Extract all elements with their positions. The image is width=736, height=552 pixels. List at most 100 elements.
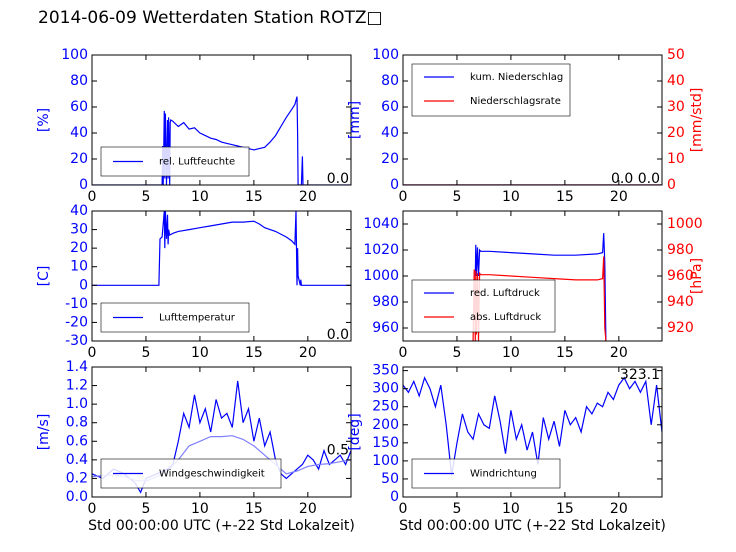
y-tick-label: 40	[70, 203, 88, 219]
plot-frame	[402, 54, 663, 186]
x-tick-label: 0	[88, 501, 97, 517]
x-tick-label: 20	[299, 501, 317, 517]
y-tick-label: 20	[70, 151, 88, 167]
y2-tick-label: 960	[667, 268, 694, 284]
y-tick-label: 0	[79, 277, 88, 293]
y-tick-label: 100	[372, 47, 399, 63]
legend-label: Windrichtung	[470, 469, 537, 480]
y-tick-label: 100	[372, 453, 399, 469]
chart-winddirection: 0 5 10 15 20050100150200250300350[deg]Windri…	[347, 363, 666, 534]
y-tick-label: 1000	[363, 268, 399, 284]
x-tick-label: 5	[141, 501, 150, 517]
chart-windspeed: 0 5 10 15 20 0.0 0.2 0.4 0.6 0.8 1.0 1.2 1.4 [m/s] Win…	[36, 359, 355, 534]
chart-pressure: 0 5 10 15 20 960 980 1000 1020 1040 920 940 960 980 10…	[363, 210, 705, 361]
y2-tick-label: 0	[667, 177, 676, 193]
x-tick-label: 10	[502, 345, 520, 361]
y-tick-label: -20	[65, 314, 88, 330]
plot-frame	[91, 210, 352, 342]
y-tick-label: -10	[65, 296, 88, 312]
y-tick-label: 980	[372, 294, 399, 310]
x-tick-label: 5	[452, 345, 461, 361]
y-tick-label: 80	[70, 73, 88, 89]
y-tick-label: 0.8	[66, 415, 88, 431]
y-tick-label: 1.0	[66, 396, 88, 412]
y-tick-label: 60	[70, 99, 88, 115]
y-tick-label: -30	[65, 333, 88, 349]
y2-tick-label: 920	[667, 320, 694, 336]
y2-tick-label: 30	[667, 99, 685, 115]
y-tick-label: 300	[372, 381, 399, 397]
x-tick-label: 20	[299, 345, 317, 361]
y-axis-label: [deg]	[347, 413, 363, 450]
chart-precipitation: 0 5 10 15 20 0 20 40 60 80 100 0 10 20 30 40 50 [mm/std] […	[347, 47, 705, 205]
y-tick-label: 960	[372, 320, 399, 336]
y-tick-label: 250	[372, 399, 399, 415]
y-tick-label: 200	[372, 417, 399, 433]
last-value-label: 323.1	[620, 367, 660, 383]
legend-label: abs. Luftdruck	[470, 312, 541, 323]
x-tick-label: 20	[610, 501, 628, 517]
y-tick-label: 60	[381, 99, 399, 115]
x-axis-label: Std 00:00:00 UTC (+-22 Std Lokalzeit)	[399, 518, 666, 534]
legend-label: red. Luftdruck	[470, 288, 540, 299]
legend-box	[411, 279, 556, 333]
y2-tick-label: 50	[667, 47, 685, 63]
y-tick-label: 80	[381, 73, 399, 89]
y-tick-label: 0.6	[66, 433, 88, 449]
y2-tick-label: 940	[667, 294, 694, 310]
last-value-label: 0.5	[327, 443, 349, 459]
x-tick-label: 20	[299, 189, 317, 205]
legend-label: Windgeschwindigkeit	[159, 469, 265, 480]
y-tick-label: 40	[381, 125, 399, 141]
y-axis-label: [C]	[36, 266, 52, 287]
y-tick-label: 350	[372, 363, 399, 379]
x-axis-label: Std 00:00:00 UTC (+-22 Std Lokalzeit)	[88, 518, 355, 534]
last-value-label: 0.0	[327, 327, 349, 343]
x-tick-label: 5	[141, 345, 150, 361]
x-tick-label: 20	[610, 345, 628, 361]
legend-box	[411, 63, 571, 117]
y-tick-label: 40	[70, 125, 88, 141]
y-tick-label: 1040	[363, 216, 399, 232]
x-tick-label: 0	[88, 189, 97, 205]
plot-frame	[91, 54, 352, 186]
y2-tick-label: 20	[667, 125, 685, 141]
y-tick-label: 1.4	[66, 359, 88, 375]
x-tick-label: 15	[245, 501, 263, 517]
x-tick-label: 0	[399, 501, 408, 517]
legend-label: Niederschlagsrate	[470, 96, 561, 107]
y-tick-label: 0	[390, 177, 399, 193]
series-line-temperature-0	[92, 211, 351, 286]
y-axis-label: [mm]	[347, 101, 363, 139]
legend-label: Lufttemperatur	[159, 313, 236, 324]
y-tick-label: 20	[381, 151, 399, 167]
y-tick-label: 30	[70, 222, 88, 238]
y-tick-label: 100	[61, 47, 88, 63]
y2-axis-label: [hPa]	[689, 258, 705, 294]
chart-humidity: 0 5 10 15 20 0 20 40 60 80 100 [%] rel. Luftfeuchte 0…	[36, 47, 352, 205]
y2-tick-label: 10	[667, 151, 685, 167]
y2-tick-label: 980	[667, 242, 694, 258]
x-tick-label: 15	[556, 501, 574, 517]
y-tick-label: 50	[381, 471, 399, 487]
x-tick-label: 15	[556, 189, 574, 205]
y-axis-label: [m/s]	[36, 414, 52, 451]
x-tick-label: 10	[191, 501, 209, 517]
y-tick-label: 10	[70, 259, 88, 275]
x-tick-label: 10	[191, 189, 209, 205]
x-tick-label: 10	[502, 189, 520, 205]
x-tick-label: 10	[191, 345, 209, 361]
y-tick-label: 1020	[363, 242, 399, 258]
x-tick-label: 0	[399, 345, 408, 361]
y-tick-label: 20	[70, 240, 88, 256]
x-tick-label: 10	[502, 501, 520, 517]
x-tick-label: 0	[88, 345, 97, 361]
y2-tick-label: 1000	[667, 216, 703, 232]
y-tick-label: 0.2	[66, 470, 88, 486]
figure-title: 2014-06-09 Wetterdaten Station ROTZ□	[38, 8, 383, 28]
x-tick-label: 15	[556, 345, 574, 361]
x-tick-label: 5	[452, 189, 461, 205]
y-tick-label: 0.0	[66, 489, 88, 505]
x-tick-label: 15	[245, 345, 263, 361]
series-line-winddirection-0	[403, 376, 662, 476]
